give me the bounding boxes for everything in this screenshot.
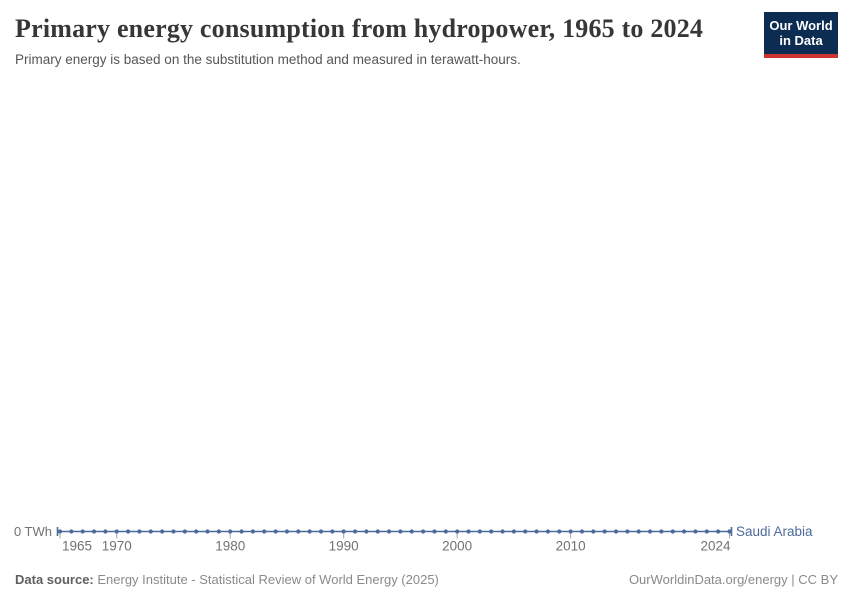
data-point (273, 529, 278, 534)
data-source-note: Data source: Energy Institute - Statisti… (15, 572, 439, 588)
data-point (352, 529, 358, 534)
data-point (205, 529, 210, 534)
data-point (670, 529, 675, 534)
data-point (704, 529, 709, 534)
logo-text-line1: Our World (769, 18, 833, 33)
data-point (398, 529, 403, 534)
data-point (489, 529, 494, 534)
credit-link[interactable]: OurWorldinData.org/energy | CC BY (628, 572, 838, 587)
data-point (534, 529, 539, 534)
data-point (103, 529, 108, 534)
chart-title: Primary energy consumption from hydropow… (15, 14, 704, 43)
logo-text-line2: in Data (779, 33, 823, 48)
data-point (647, 529, 653, 534)
data-point (466, 529, 471, 534)
data-source-text: Energy Institute - Statistical Review of… (93, 572, 439, 587)
data-point (80, 529, 85, 534)
data-point (114, 529, 119, 534)
data-point (443, 529, 448, 534)
data-point (613, 529, 619, 534)
data-point (375, 529, 380, 534)
data-point (591, 529, 596, 534)
data-point (182, 529, 187, 534)
data-point (228, 529, 233, 534)
data-point (636, 529, 641, 534)
x-axis-tick-label: 1980 (215, 539, 245, 554)
data-point (330, 529, 335, 534)
data-point (386, 529, 392, 534)
data-point (523, 529, 528, 534)
x-axis-tick-label: 1990 (329, 539, 359, 554)
data-point (125, 529, 131, 534)
data-point (57, 529, 63, 534)
data-point (69, 529, 74, 534)
y-axis-label: 0 TWh (14, 524, 52, 539)
data-point (716, 529, 721, 534)
x-axis-tick-label: 2024 (700, 539, 731, 554)
data-point (500, 529, 505, 534)
data-point (727, 529, 732, 534)
series-label: Saudi Arabia (736, 524, 813, 539)
data-point (659, 529, 664, 534)
data-point (239, 529, 244, 534)
data-point (171, 529, 176, 534)
data-point (307, 529, 312, 534)
x-axis-tick-label: 2000 (442, 539, 472, 554)
chart-footer: Data source: Energy Institute - Statisti… (15, 572, 838, 588)
data-point (160, 529, 165, 534)
data-point (250, 529, 256, 534)
data-point (602, 529, 607, 534)
data-source-label: Data source: (15, 572, 94, 587)
data-point (284, 529, 290, 534)
data-point (432, 529, 437, 534)
data-point (364, 529, 369, 534)
data-point (137, 529, 142, 534)
chart-subtitle: Primary energy is based on the substitut… (15, 52, 521, 67)
data-point (557, 529, 562, 534)
data-point (579, 529, 585, 534)
data-point (91, 529, 97, 534)
data-point (194, 529, 199, 534)
data-point (148, 529, 153, 534)
data-point (318, 529, 324, 534)
data-point (625, 529, 630, 534)
data-point (216, 529, 221, 534)
data-point (455, 529, 460, 534)
x-axis-tick-label: 2010 (556, 539, 586, 554)
data-point (409, 529, 414, 534)
chart-header: Primary energy consumption from hydropow… (15, 14, 750, 68)
data-point (568, 529, 573, 534)
data-point (511, 529, 516, 534)
data-point (296, 529, 301, 534)
data-point (682, 529, 687, 534)
owid-logo[interactable]: Our World in Data (764, 12, 838, 58)
data-point (545, 529, 551, 534)
data-point (477, 529, 482, 534)
data-point (341, 529, 346, 534)
x-axis-tick-label: 1970 (102, 539, 132, 554)
data-point (262, 529, 267, 534)
data-point (693, 529, 698, 534)
data-point (421, 529, 426, 534)
x-axis-tick-label: 1965 (62, 539, 92, 554)
